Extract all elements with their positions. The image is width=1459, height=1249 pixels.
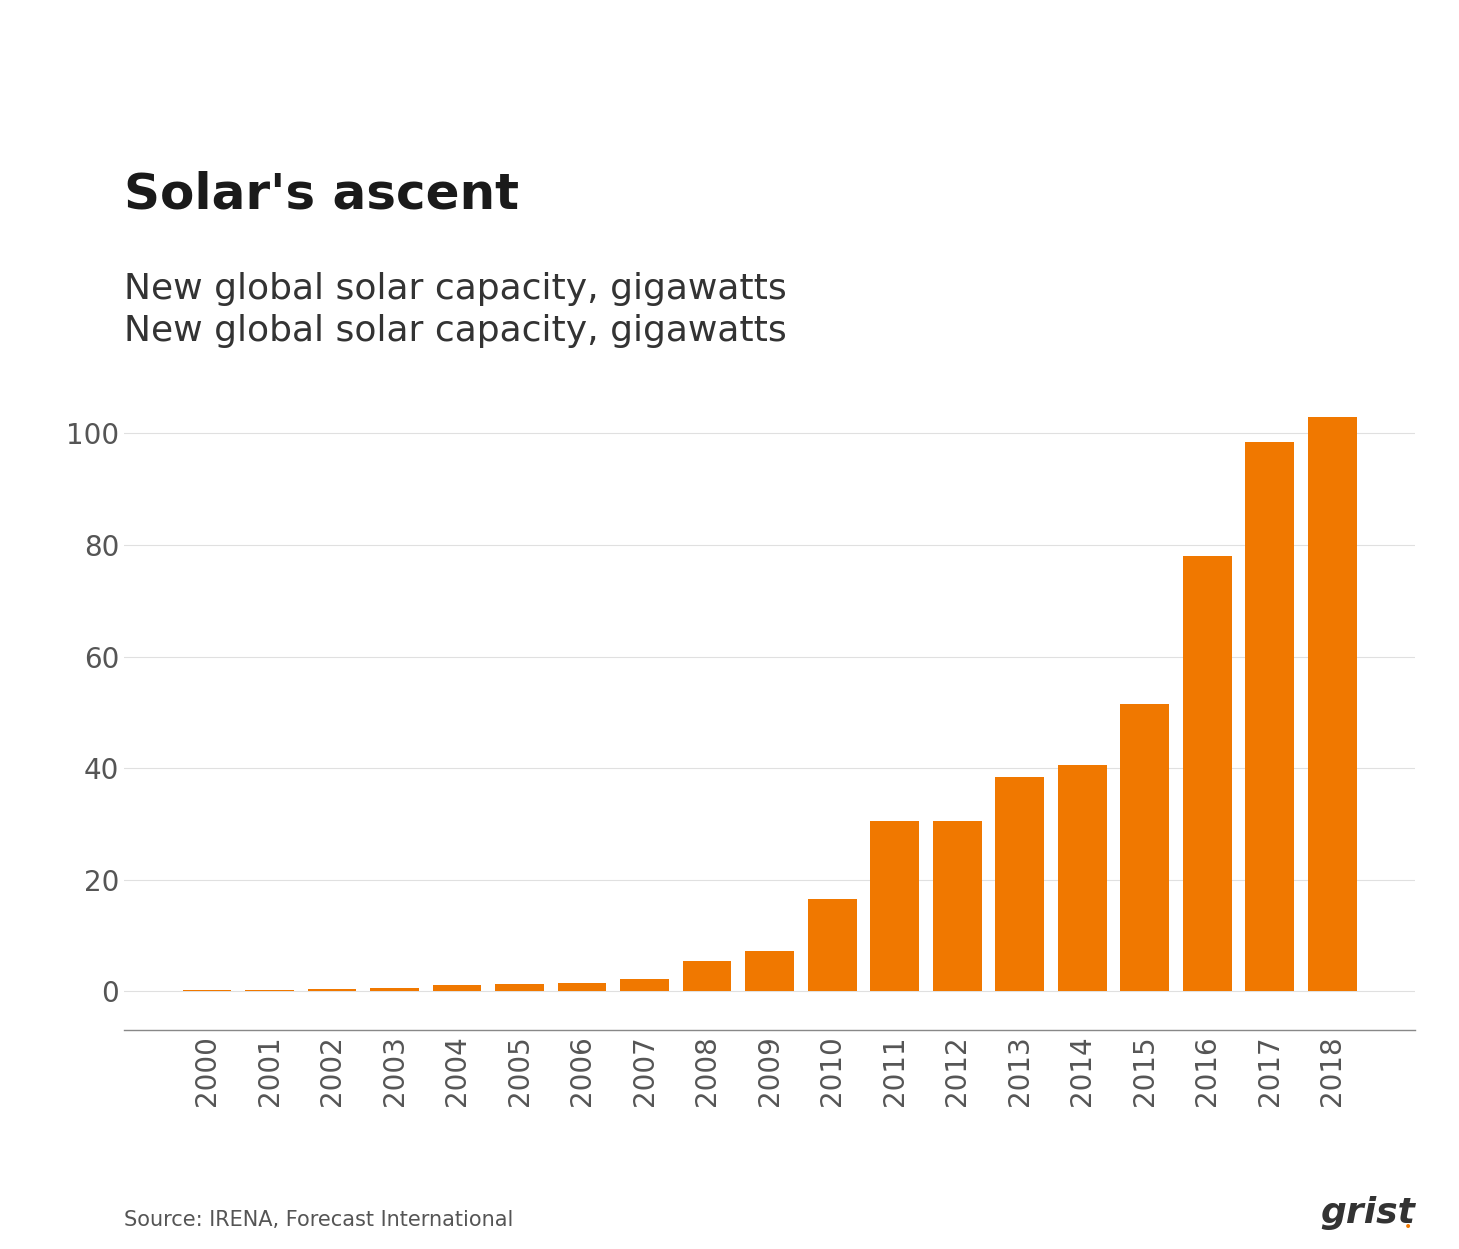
Bar	[808, 899, 856, 992]
Text: New global solar capacity, gigawatts: New global solar capacity, gigawatts	[124, 315, 786, 348]
Bar	[308, 988, 356, 992]
Bar	[620, 979, 670, 992]
Bar	[1246, 442, 1294, 992]
Text: Source: IRENA, Forecast International: Source: IRENA, Forecast International	[124, 1210, 514, 1230]
Bar	[557, 983, 607, 992]
Bar	[870, 821, 919, 992]
Text: Solar's ascent: Solar's ascent	[124, 171, 519, 219]
Text: •: •	[1404, 1220, 1412, 1234]
Text: New global solar capacity, gigawatts: New global solar capacity, gigawatts	[124, 272, 786, 306]
Bar	[1058, 766, 1106, 992]
Bar	[245, 989, 293, 992]
Bar	[1183, 556, 1231, 992]
Bar	[746, 952, 794, 992]
Bar	[932, 821, 982, 992]
Bar	[433, 985, 481, 992]
Bar	[683, 960, 731, 992]
Bar	[495, 983, 544, 992]
Bar	[182, 989, 232, 992]
Bar	[371, 988, 419, 992]
Bar	[1121, 704, 1169, 992]
Bar	[1307, 417, 1357, 992]
Bar	[995, 777, 1045, 992]
Text: grist: grist	[1320, 1197, 1415, 1230]
